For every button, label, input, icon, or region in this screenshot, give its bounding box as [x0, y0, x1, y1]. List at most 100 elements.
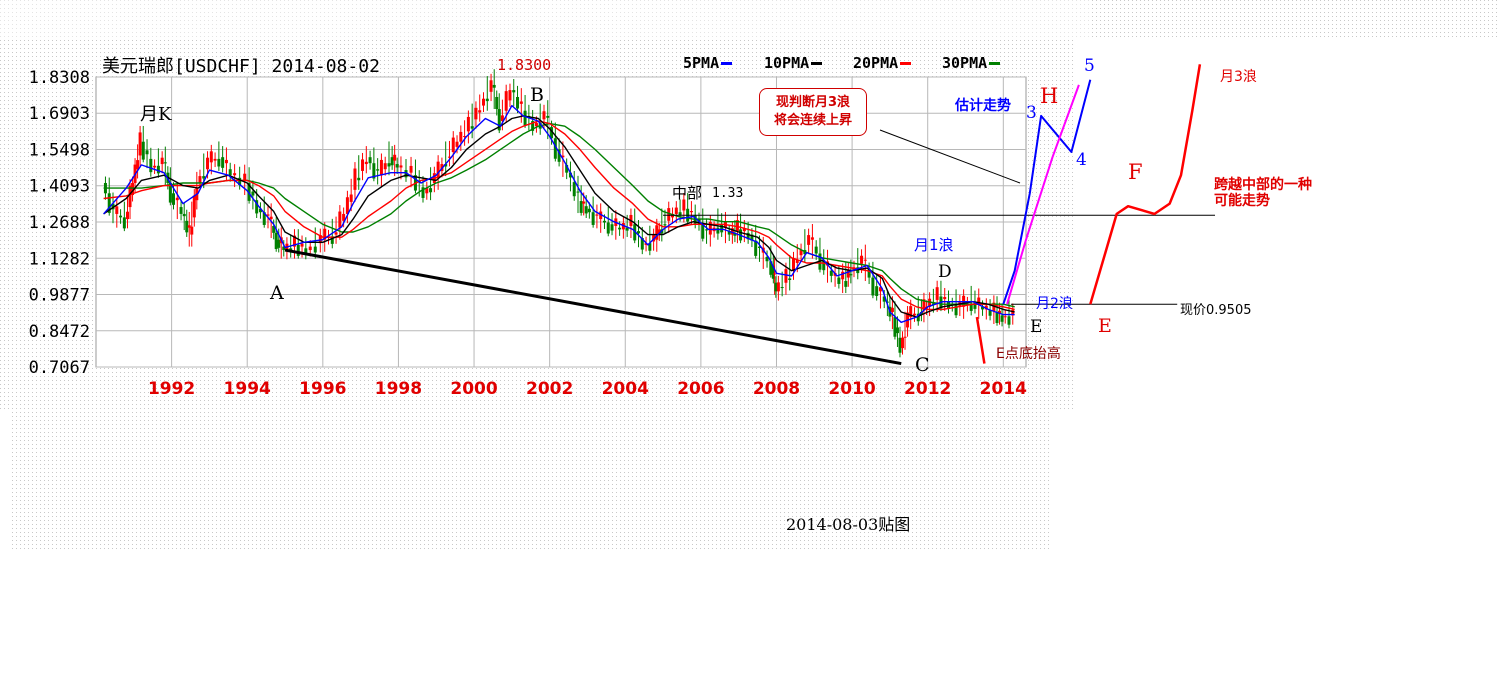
candle-body [115, 206, 119, 214]
candle-body [871, 277, 875, 296]
candle-body [844, 281, 848, 287]
candle-body [202, 176, 206, 179]
candle-body [701, 224, 705, 239]
candle-body [282, 246, 286, 251]
candle-body [912, 313, 916, 316]
wave3-note-line1: 现判断月3浪 [775, 95, 851, 110]
candle-body [463, 136, 467, 138]
candle-body [258, 208, 262, 213]
candle-body [409, 165, 413, 173]
candle-body [277, 239, 281, 248]
candle-body [482, 98, 485, 106]
candle-body [185, 220, 189, 233]
x-tick-label: 2004 [602, 379, 649, 399]
month-wave3-label: 月3浪 [1220, 69, 1257, 85]
candle-body [122, 217, 126, 229]
candle-body [504, 91, 508, 111]
candle-body [829, 270, 833, 276]
candle-body [595, 214, 599, 216]
candle-body [179, 207, 183, 214]
candle-body [107, 193, 111, 213]
y-tick-label: 0.9877 [29, 286, 90, 306]
candle-body [849, 274, 853, 276]
candle-body [233, 173, 237, 176]
candle-body [841, 271, 845, 280]
y-tick-label: 0.8472 [29, 322, 90, 342]
candle-body [977, 297, 981, 305]
candle-body [814, 246, 818, 254]
candle-body [466, 116, 470, 132]
candle-body [489, 80, 493, 92]
candle-body [769, 261, 773, 275]
candle-body [837, 277, 841, 284]
candle-body [436, 161, 440, 178]
candle-body [217, 158, 221, 167]
candle-body [898, 337, 902, 353]
candle-body [111, 203, 115, 210]
ma-line-20pma [103, 120, 1015, 311]
candle-body [799, 250, 803, 256]
candle-body [774, 282, 778, 292]
candle-body [969, 303, 973, 311]
candle-body [145, 150, 149, 155]
projection-line-3 [975, 316, 986, 364]
x-tick-label: 2002 [526, 379, 573, 399]
candle-body [689, 211, 693, 213]
period-label: 月K [140, 104, 172, 125]
candle-body [553, 138, 557, 159]
current-price-label: 现价0.9505 [1180, 303, 1252, 318]
candle-body [901, 337, 905, 349]
candle-body [893, 317, 897, 337]
candle-body [345, 197, 349, 214]
candle-body [292, 235, 296, 247]
candle-body [640, 238, 644, 250]
candle-body [156, 165, 160, 174]
candle-body [387, 163, 391, 167]
candle-body [361, 159, 365, 171]
candle-body [228, 169, 232, 176]
candle-body [557, 149, 561, 162]
y-tick-label: 1.5498 [29, 140, 90, 160]
candle-body [206, 157, 210, 170]
candle-body [644, 243, 648, 245]
candle-body [810, 237, 814, 240]
candle-body [922, 299, 926, 311]
candle-body [863, 259, 867, 261]
y-tick-label: 0.7067 [29, 358, 90, 378]
ma-line-5pma [103, 104, 1015, 323]
candle-body [404, 170, 408, 178]
candle-body [168, 182, 172, 203]
legend-20pma: 20PMA [853, 54, 912, 72]
wave-5-label: 5 [1084, 56, 1095, 76]
candle-body [771, 265, 775, 279]
candle-body [784, 269, 788, 283]
candle-body [582, 201, 586, 204]
candle-body [187, 225, 191, 228]
candle-body [238, 177, 242, 186]
candle-body [846, 269, 850, 278]
candle-body [470, 126, 474, 129]
candle-body [705, 229, 709, 231]
candle-body [221, 157, 225, 168]
candle-body [579, 201, 583, 213]
projection-line-2 [1089, 64, 1202, 305]
candle-body [269, 216, 273, 220]
point-c-label: C [915, 354, 930, 376]
candle-body [390, 157, 394, 166]
candle-body [395, 164, 399, 168]
wave-3-label: 3 [1026, 103, 1037, 123]
candle-body [192, 195, 196, 218]
candle-body [455, 141, 459, 147]
halftone-block-lower [10, 410, 1050, 550]
candle-body [313, 246, 317, 253]
candle-body [568, 172, 572, 178]
candle-body [674, 207, 678, 214]
candle-body [550, 127, 554, 139]
candle-body [497, 109, 501, 131]
candle-body [875, 286, 879, 296]
candle-body [224, 159, 228, 164]
moving-average-lines [103, 104, 1015, 323]
candle-body [860, 255, 864, 264]
candle-body [255, 200, 259, 214]
candle-body [342, 213, 346, 221]
